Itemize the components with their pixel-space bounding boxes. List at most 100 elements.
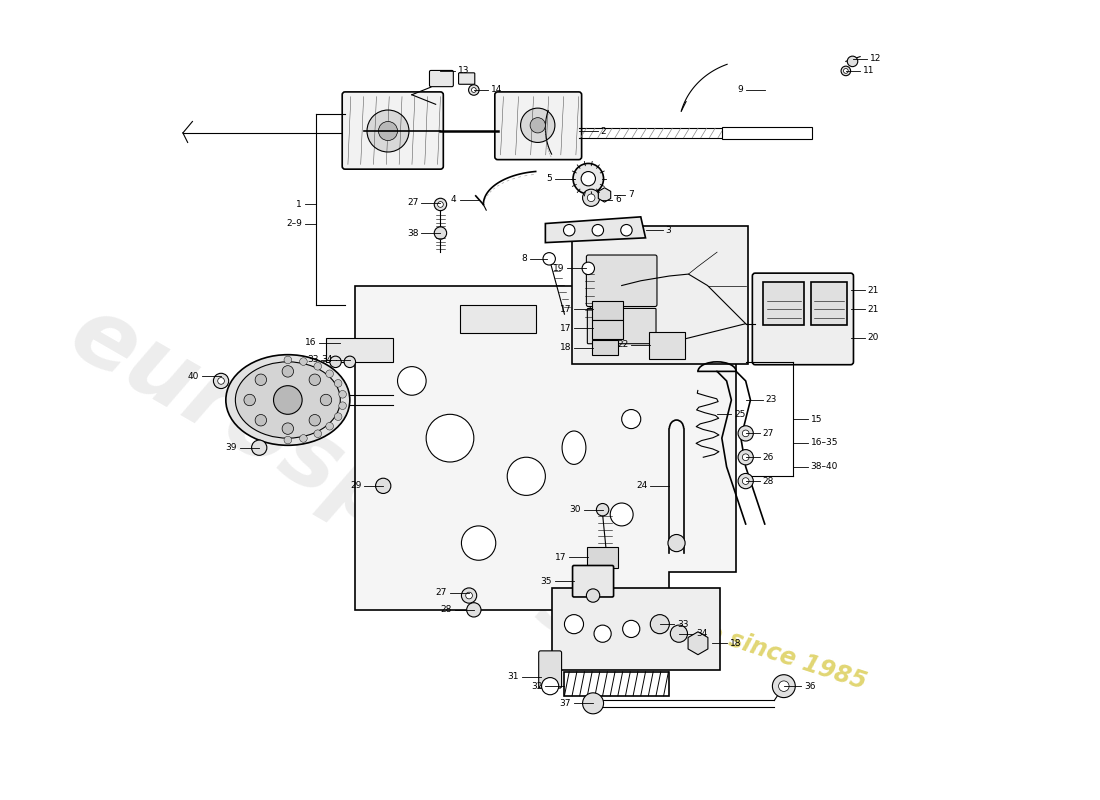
Circle shape	[274, 386, 302, 414]
Bar	[460, 305, 536, 334]
Text: 11: 11	[864, 66, 874, 75]
Circle shape	[563, 225, 575, 236]
Circle shape	[587, 194, 595, 202]
Text: 26: 26	[763, 453, 774, 462]
Text: 28: 28	[763, 477, 774, 486]
Circle shape	[461, 526, 496, 560]
Circle shape	[779, 681, 789, 691]
Circle shape	[594, 625, 612, 642]
Circle shape	[582, 262, 594, 274]
Circle shape	[738, 426, 754, 441]
Circle shape	[573, 163, 604, 194]
Text: 20: 20	[868, 334, 879, 342]
Circle shape	[434, 227, 447, 239]
Circle shape	[284, 436, 292, 444]
Circle shape	[320, 394, 332, 406]
Text: 30: 30	[569, 505, 581, 514]
Circle shape	[339, 402, 346, 410]
Circle shape	[461, 588, 476, 603]
Circle shape	[255, 374, 266, 386]
Text: 22: 22	[617, 340, 628, 349]
Circle shape	[564, 614, 583, 634]
Circle shape	[469, 85, 480, 95]
Circle shape	[465, 592, 472, 599]
Bar	[564, 672, 670, 696]
Text: 13: 13	[458, 66, 469, 75]
Circle shape	[466, 602, 481, 617]
Circle shape	[472, 88, 476, 92]
Ellipse shape	[235, 362, 340, 438]
Text: 12: 12	[870, 54, 881, 63]
Text: 27: 27	[407, 198, 418, 207]
Text: 28: 28	[440, 606, 452, 614]
Text: 25: 25	[734, 410, 746, 419]
Circle shape	[438, 202, 443, 207]
Text: a passion for excellence since 1985: a passion for excellence since 1985	[412, 526, 869, 694]
Text: 5: 5	[547, 174, 552, 183]
Circle shape	[330, 356, 341, 367]
Circle shape	[309, 414, 320, 426]
Circle shape	[738, 474, 754, 489]
Circle shape	[434, 198, 447, 210]
Text: 33: 33	[307, 355, 318, 365]
FancyBboxPatch shape	[592, 340, 618, 355]
Circle shape	[252, 440, 267, 455]
Circle shape	[668, 534, 685, 552]
Circle shape	[314, 362, 321, 370]
Circle shape	[670, 625, 688, 642]
Circle shape	[581, 171, 595, 186]
Text: 19: 19	[553, 264, 564, 273]
Circle shape	[299, 434, 307, 442]
FancyBboxPatch shape	[342, 92, 443, 169]
Circle shape	[742, 430, 749, 437]
Text: 6: 6	[615, 195, 620, 204]
Circle shape	[397, 366, 426, 395]
FancyBboxPatch shape	[811, 282, 847, 325]
Circle shape	[299, 358, 307, 366]
Circle shape	[650, 614, 670, 634]
Text: 16: 16	[305, 338, 317, 347]
Text: 7: 7	[628, 190, 634, 199]
Text: 35: 35	[540, 577, 552, 586]
Text: 39: 39	[226, 443, 238, 452]
Text: 17: 17	[560, 305, 571, 314]
FancyBboxPatch shape	[649, 332, 685, 358]
Circle shape	[218, 378, 224, 384]
Text: 27: 27	[763, 429, 774, 438]
Circle shape	[543, 253, 556, 265]
Circle shape	[583, 693, 604, 714]
FancyBboxPatch shape	[539, 651, 562, 688]
Circle shape	[326, 370, 333, 378]
Text: 34: 34	[696, 629, 707, 638]
FancyBboxPatch shape	[552, 588, 719, 670]
Circle shape	[742, 454, 749, 461]
FancyBboxPatch shape	[586, 255, 657, 306]
Circle shape	[344, 356, 355, 367]
Circle shape	[255, 414, 266, 426]
FancyBboxPatch shape	[495, 92, 582, 160]
FancyBboxPatch shape	[573, 566, 614, 597]
Circle shape	[583, 189, 600, 206]
Text: 15: 15	[811, 414, 822, 423]
Text: 36: 36	[804, 682, 815, 690]
Circle shape	[520, 108, 554, 142]
Text: 38–40: 38–40	[811, 462, 838, 471]
FancyBboxPatch shape	[572, 226, 748, 364]
FancyBboxPatch shape	[752, 273, 854, 365]
Circle shape	[621, 410, 641, 429]
Text: 31: 31	[507, 672, 519, 681]
Circle shape	[213, 374, 229, 389]
Circle shape	[586, 589, 600, 602]
Circle shape	[541, 678, 559, 694]
Text: 27: 27	[436, 588, 447, 597]
FancyBboxPatch shape	[592, 301, 623, 320]
Circle shape	[844, 69, 848, 74]
Text: 18: 18	[729, 638, 741, 648]
FancyBboxPatch shape	[592, 320, 623, 339]
Text: 33: 33	[676, 620, 689, 629]
Text: eurospares: eurospares	[54, 287, 617, 666]
Circle shape	[592, 225, 604, 236]
Ellipse shape	[562, 431, 586, 464]
Circle shape	[610, 503, 634, 526]
Circle shape	[314, 430, 321, 438]
